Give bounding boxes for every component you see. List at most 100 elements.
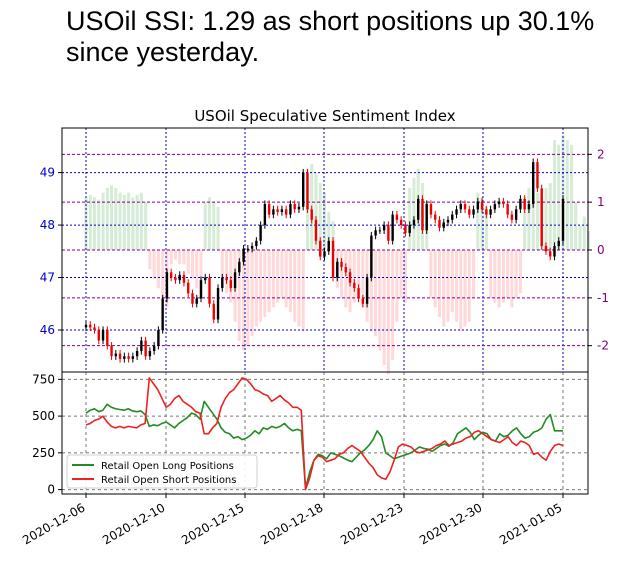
candle-body <box>404 225 407 233</box>
candle-body <box>497 201 501 205</box>
ssi-bar <box>297 250 301 327</box>
ssi-bar <box>361 250 365 308</box>
candle-body <box>327 240 330 252</box>
candle-body <box>157 330 160 346</box>
candle-body <box>514 209 518 220</box>
candle-body <box>93 327 96 331</box>
date-tick-label: 2020-12-10 <box>100 500 167 547</box>
ssi-bar <box>582 216 586 250</box>
ssi-bar <box>84 197 88 250</box>
candle-body <box>378 230 382 232</box>
candle-body <box>459 204 462 210</box>
ssi-bar <box>391 250 395 361</box>
candle-body <box>259 225 262 241</box>
candle-body <box>140 340 143 352</box>
candle-body <box>502 201 505 205</box>
ssi-bar <box>178 250 182 265</box>
ssi-bar <box>463 250 467 327</box>
candle-body <box>527 204 531 210</box>
candle-body <box>267 204 271 215</box>
ssi-bar <box>523 197 527 250</box>
candle-body <box>463 204 467 210</box>
positions-lines <box>85 377 564 491</box>
ssi-bar <box>497 250 501 308</box>
ssi-bar <box>139 192 143 250</box>
ssi-tick-label: -1 <box>597 291 609 305</box>
candle-body <box>429 204 433 215</box>
ssi-bar <box>169 250 173 265</box>
candle-body <box>297 206 301 210</box>
candle-body <box>553 246 556 257</box>
candle-body <box>135 351 139 357</box>
ssi-bar <box>229 250 233 303</box>
ssi-bar <box>357 250 361 298</box>
ssi-bars <box>84 135 591 375</box>
positions-legend: Retail Open Long Positions Retail Open Sh… <box>66 454 258 489</box>
candle-body <box>421 198 424 231</box>
ssi-bar <box>459 250 463 332</box>
ssi-bar <box>216 206 220 250</box>
ssi-bar <box>544 187 548 250</box>
candle-body <box>131 356 135 359</box>
price-tick-label: 49 <box>40 166 55 180</box>
candle-body <box>144 340 147 357</box>
candle-body <box>340 261 343 268</box>
candle-body <box>225 277 228 281</box>
date-tick-label: 2020-12-06 <box>20 500 87 547</box>
candle-body <box>425 204 428 231</box>
ssi-bar <box>552 139 557 250</box>
candle-body <box>549 251 552 257</box>
price-tick-label: 48 <box>40 218 55 232</box>
ssi-bar <box>518 250 522 294</box>
ssi-bar <box>207 197 212 250</box>
ssi-bar <box>395 250 399 322</box>
ssi-bar <box>203 202 207 250</box>
candle-body <box>84 324 88 328</box>
ssi-tick-label: -2 <box>597 339 609 353</box>
ssi-bar <box>195 250 199 289</box>
candle-body <box>289 204 292 215</box>
chart-title: USOil Speculative Sentiment Index <box>194 107 455 125</box>
candle-body <box>370 235 373 278</box>
candle-body <box>442 222 445 228</box>
ssi-bar <box>314 173 318 250</box>
date-tick-label: 2020-12-30 <box>417 500 484 547</box>
date-axis: 2020-12-06 2020-12-10 2020-12-15 2020-12-18… <box>20 494 565 547</box>
candle-body <box>148 351 152 357</box>
candle-body <box>238 261 241 273</box>
candle-body <box>195 298 198 304</box>
candle-body <box>561 198 565 241</box>
ssi-bar <box>271 250 275 308</box>
ssi-bar <box>301 250 305 332</box>
ssi-bar <box>327 211 331 250</box>
ssi-bar <box>587 230 591 250</box>
ssi-bar <box>127 192 131 250</box>
ssi-bar <box>442 250 446 327</box>
positions-tick-label: 0 <box>47 483 55 497</box>
ssi-bar <box>455 250 459 322</box>
ssi-bar <box>250 250 254 337</box>
candle-body <box>221 277 224 289</box>
ssi-bar <box>284 250 288 308</box>
ssi-bar <box>569 144 574 250</box>
ssi-bar <box>527 187 531 250</box>
ssi-bar <box>493 250 497 303</box>
date-tick-label: 2020-12-15 <box>179 500 246 547</box>
legend-box <box>66 454 258 489</box>
candle-body <box>302 172 305 207</box>
candle-body <box>446 219 450 223</box>
ssi-bar <box>101 192 105 250</box>
price-ssi-panel: 46 47 48 49 -2 -1 0 1 2 <box>40 127 609 375</box>
ssi-bar <box>288 250 292 313</box>
candle-body <box>161 298 164 331</box>
candle-body <box>544 246 548 252</box>
candle-body <box>506 204 509 215</box>
short-positions-line <box>85 377 564 491</box>
ssi-bar <box>259 250 263 322</box>
headline: USOil SSI: 1.29 as short positions up 30… <box>66 6 595 67</box>
ssi-bar <box>182 250 186 265</box>
ssi-tick-label: 2 <box>597 147 605 161</box>
ssi-bar <box>280 250 284 298</box>
candle-body <box>519 198 522 210</box>
ssi-bar <box>412 178 416 250</box>
